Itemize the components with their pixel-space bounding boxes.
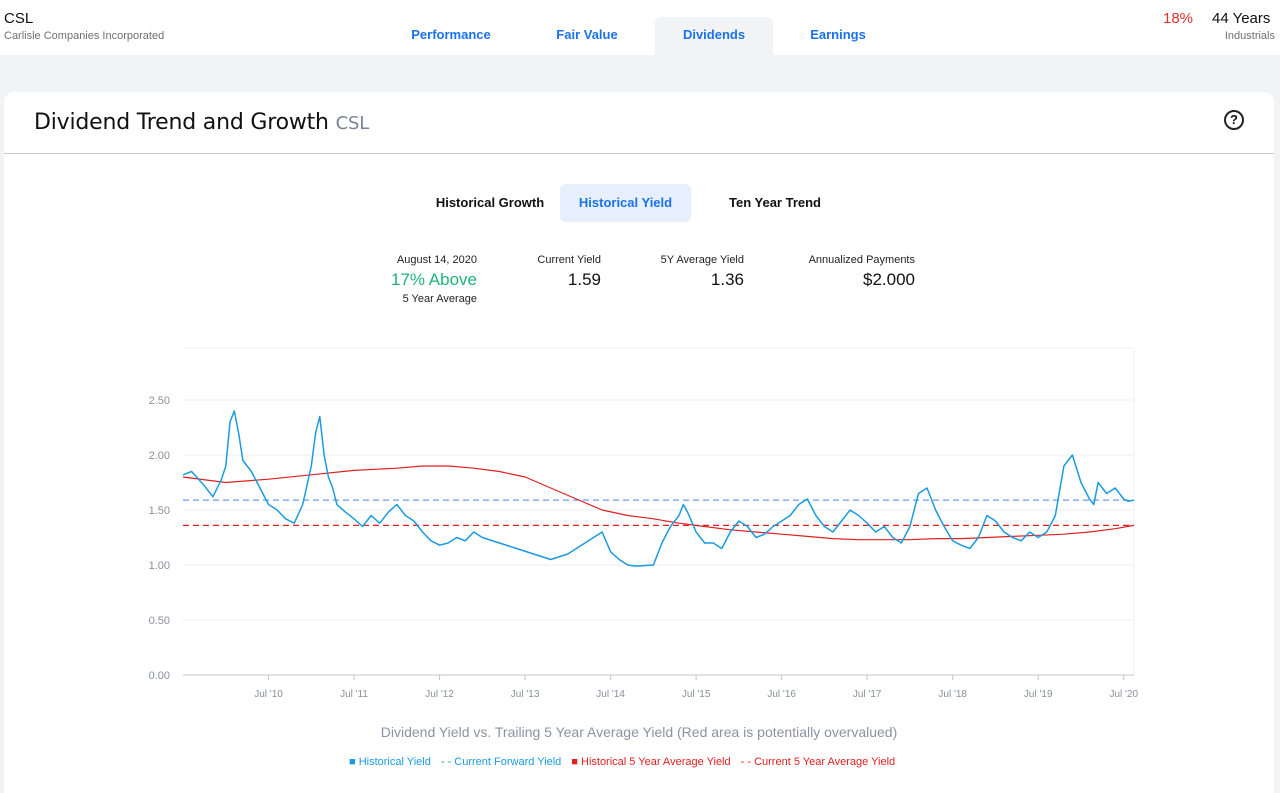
tab-earnings[interactable]: Earnings: [810, 27, 866, 42]
card-title-ticker: CSL: [335, 113, 370, 134]
top-header: CSL Carlisle Companies Incorporated Perf…: [0, 0, 1280, 55]
dividend-years: 44 Years: [1212, 10, 1271, 27]
sector-label: Industrials: [1224, 30, 1275, 42]
annualized-value: $2.000: [863, 270, 915, 289]
x-tick-label: Jul '12: [425, 689, 454, 700]
relative-yield-value: 17% Above: [390, 270, 477, 289]
x-tick-label: Jul '13: [511, 689, 540, 700]
company-name: Carlisle Companies Incorporated: [4, 30, 165, 42]
x-tick-label: Jul '10: [254, 689, 283, 700]
annualized-label: Annualized Payments: [808, 254, 915, 266]
y-tick-label: 1.50: [149, 505, 170, 517]
annualized-stat: Annualized Payments $2.000: [809, 254, 915, 290]
relative-yield-sub: 5 Year Average: [402, 293, 477, 305]
chart-legend: ■ Historical Yield - - Current Forward Y…: [349, 756, 895, 768]
current-yield-stat: Current Yield 1.59: [537, 254, 601, 290]
x-tick-label: Jul '15: [682, 689, 711, 700]
subtab-historical-growth[interactable]: Historical Growth: [435, 195, 545, 210]
legend-avg5y-current-label: Current 5 Year Average Yield: [754, 756, 896, 768]
x-tick-label: Jul '14: [596, 689, 625, 700]
legend-historical-yield[interactable]: ■ Historical Yield: [349, 756, 431, 768]
relative-yield-stat: August 14, 2020 17% Above 5 Year Average: [391, 254, 477, 305]
avg-yield-stat: 5Y Average Yield 1.36: [661, 254, 744, 290]
card-title: Dividend Trend and Growth CSL: [34, 110, 369, 135]
x-tick-label: Jul '20: [1109, 689, 1138, 700]
dividend-percent: 18%: [1163, 10, 1194, 27]
tab-fair-value[interactable]: Fair Value: [556, 27, 618, 42]
card-divider: [4, 153, 1274, 154]
avg-yield-value: 1.36: [710, 270, 744, 289]
x-tick-label: Jul '19: [1024, 689, 1053, 700]
x-tick-label: Jul '16: [767, 689, 796, 700]
x-tick-label: Jul '17: [853, 689, 882, 700]
current-yield-label: Current Yield: [537, 254, 601, 266]
series-historical-yield-line: [182, 410, 1135, 567]
y-tick-label: 1.00: [149, 560, 170, 572]
current-yield-value: 1.59: [567, 270, 601, 289]
y-tick-label: 2.00: [149, 450, 170, 462]
stat-date: August 14, 2020: [396, 254, 477, 266]
nav-tabs: Performance Fair Value Dividends Earning…: [383, 17, 903, 55]
legend-avg5y-label: Historical 5 Year Average Yield: [581, 756, 731, 768]
tab-performance[interactable]: Performance: [411, 27, 491, 42]
x-tick-label: Jul '11: [340, 689, 368, 700]
subtab-ten-year-trend[interactable]: Ten Year Trend: [728, 195, 821, 210]
legend-historical-label: Historical Yield: [358, 756, 431, 768]
y-tick-label: 0.00: [149, 670, 170, 682]
series-5y-average-line: [182, 465, 1135, 541]
chart-subtabs: Historical Growth Historical Yield Ten Y…: [420, 184, 859, 222]
ticker-symbol: CSL: [4, 10, 34, 27]
card-title-text: Dividend Trend and Growth: [34, 110, 329, 135]
chart-caption: Dividend Yield vs. Trailing 5 Year Avera…: [380, 724, 898, 740]
yield-chart: 0.00 0.50 1.00 1.50 2.00 2.50 Jul '10 Jul '11 Ju…: [149, 347, 1138, 700]
legend-forward-yield[interactable]: - - Current Forward Yield: [440, 756, 562, 768]
y-tick-label: 2.50: [149, 395, 170, 407]
x-tick-label: Jul '18: [938, 689, 967, 700]
tab-dividends[interactable]: Dividends: [655, 17, 773, 55]
subtab-historical-yield[interactable]: Historical Yield: [560, 184, 691, 222]
avg-yield-label: 5Y Average Yield: [660, 254, 744, 266]
legend-forward-label: Current Forward Yield: [454, 756, 562, 768]
y-tick-label: 0.50: [149, 615, 170, 627]
dividend-card: Dividend Trend and Growth CSL ? Historic…: [4, 92, 1274, 793]
help-icon[interactable]: ?: [1224, 110, 1244, 130]
legend-avg5y[interactable]: ■ Historical 5 Year Average Yield: [571, 756, 731, 768]
legend-avg5y-current[interactable]: - - Current 5 Year Average Yield: [740, 756, 896, 768]
